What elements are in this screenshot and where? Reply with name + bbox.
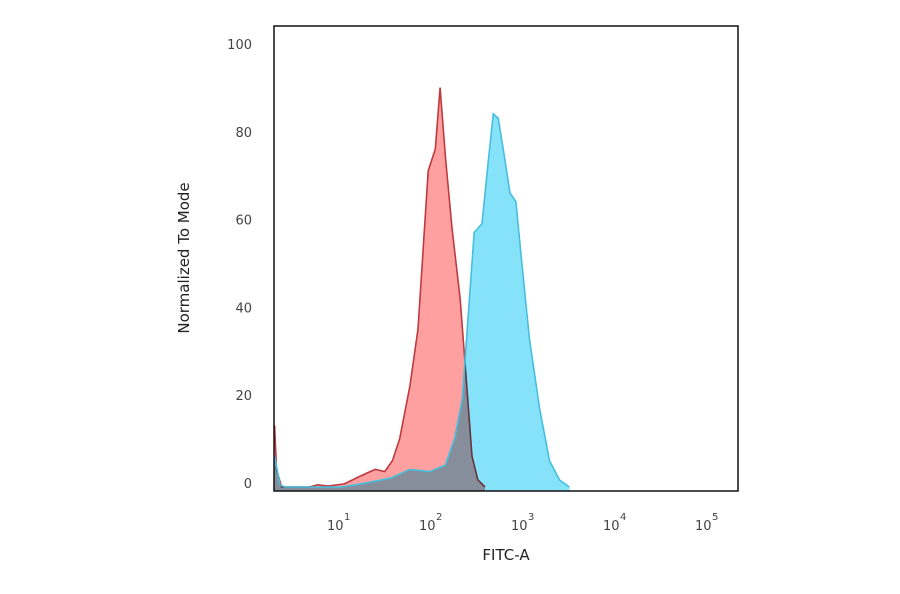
x-tick-exponent: 1 [344,512,350,523]
x-tick-base: 10 [603,519,620,534]
y-tick-label: 60 [235,214,252,229]
x-axis-label: FITC-A [482,546,530,564]
y-tick-label: 100 [227,38,252,53]
series-2-line [273,112,570,488]
x-tick-base: 10 [511,519,528,534]
series-1-area [274,87,485,491]
x-tick-exponent: 4 [620,512,626,523]
series-1-line [273,87,486,488]
y-tick-label: 40 [235,301,252,316]
x-tick-base: 10 [419,519,436,534]
series-2-area [274,113,570,492]
x-tick-label: 103 [511,512,534,534]
y-tick-label: 0 [244,477,252,492]
plot-frame [273,25,739,492]
x-tick-label: 101 [327,512,350,534]
x-tick-exponent: 5 [712,512,718,523]
x-tick-base: 10 [695,519,712,534]
y-tick-label: 80 [235,126,252,141]
x-tick-base: 10 [327,519,344,534]
y-axis-label: Normalized To Mode [175,182,193,333]
x-tick-exponent: 3 [528,512,534,523]
y-tick-label: 20 [235,389,252,404]
x-tick-label: 102 [419,512,442,534]
x-tick-label: 105 [695,512,718,534]
x-tick-label: 104 [603,512,626,534]
x-tick-exponent: 2 [436,512,442,523]
